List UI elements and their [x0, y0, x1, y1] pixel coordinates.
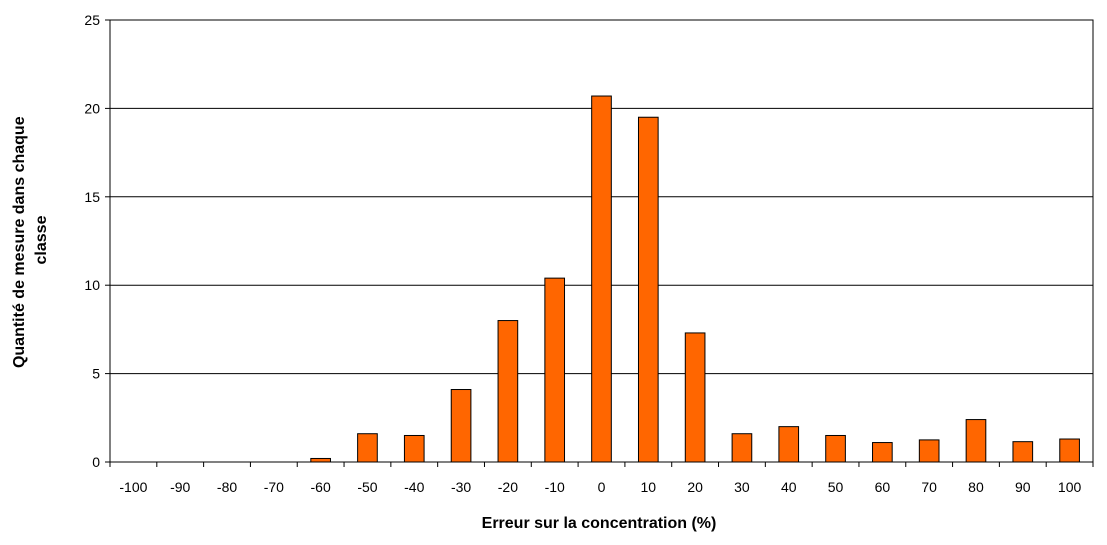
bars [310, 95, 1080, 463]
y-tick-labels: 0 5 10 15 20 25 [84, 12, 100, 470]
x-tick-label: -30 [451, 479, 471, 495]
bar [637, 116, 659, 463]
bar [778, 426, 800, 463]
y-tick-label: 5 [92, 366, 100, 382]
x-tick-label: 0 [598, 479, 606, 495]
bar [1059, 438, 1080, 463]
x-tick-label: -20 [498, 479, 518, 495]
x-tick-label: 50 [828, 479, 844, 495]
x-tick-label: -40 [404, 479, 424, 495]
x-tick-label: -60 [311, 479, 331, 495]
y-axis-title: Quantité de mesure dans chaque classe [11, 112, 50, 368]
x-tick-label: -100 [119, 479, 147, 495]
bar [357, 433, 378, 463]
bar [918, 439, 940, 463]
y-axis-title-line-2: classe [33, 215, 50, 264]
bar [731, 433, 753, 463]
y-tick-label: 0 [92, 454, 100, 470]
bar [310, 457, 331, 463]
bar [684, 332, 706, 463]
x-tick-label: -90 [170, 479, 190, 495]
x-tick-label: -50 [357, 479, 377, 495]
y-tick-label: 20 [84, 100, 100, 116]
bar [544, 277, 566, 463]
bar [591, 95, 612, 463]
bar [872, 442, 893, 463]
x-tick-label: 70 [921, 479, 937, 495]
plot-area-border [109, 19, 1094, 463]
x-tick-label: 20 [687, 479, 703, 495]
bar [403, 434, 425, 463]
x-tick-label: 60 [875, 479, 891, 495]
bar [1012, 441, 1034, 463]
x-tick-labels: -100 -90 -80 -70 -60 -50 -40 -30 -20 -10 0 10 20 30 40… [119, 479, 1081, 495]
y-tick-label: 15 [84, 189, 100, 205]
x-tick-label: -70 [264, 479, 284, 495]
bar [497, 320, 519, 463]
x-tick-label: 40 [781, 479, 797, 495]
bar [965, 419, 987, 463]
bar [825, 434, 846, 463]
y-tick-label: 10 [84, 277, 100, 293]
x-tick-label: 100 [1058, 479, 1082, 495]
x-tick-label: 10 [641, 479, 657, 495]
axes [105, 19, 1094, 467]
x-tick-label: -80 [217, 479, 237, 495]
y-axis-title-line-1: Quantité de mesure dans chaque [11, 116, 28, 368]
x-tick-label: 30 [734, 479, 750, 495]
x-tick-label: 90 [1015, 479, 1031, 495]
y-tick-label: 25 [84, 12, 100, 28]
x-axis-title: Erreur sur la concentration (%) [482, 515, 717, 532]
bar [450, 389, 472, 463]
x-tick-label: -10 [545, 479, 565, 495]
x-tick-label: 80 [968, 479, 984, 495]
